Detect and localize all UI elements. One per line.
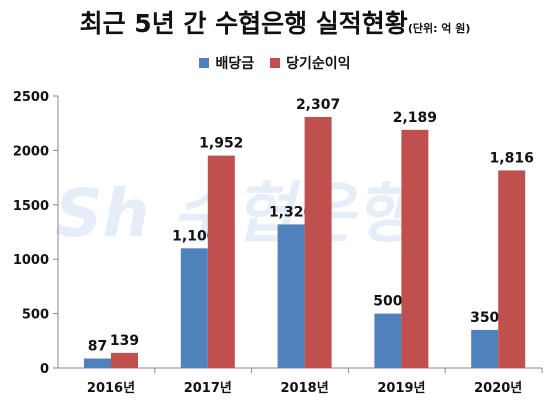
y-tick-label: 2500 <box>13 90 49 105</box>
chart-title-text: 최근 5년 간 수협은행 실적현황 <box>79 9 408 38</box>
legend-item-dividend: 배당금 <box>199 53 254 73</box>
data-label-net-income: 2,189 <box>393 110 437 126</box>
data-label-dividend: 350 <box>470 310 499 326</box>
x-tick-label: 2017년 <box>184 381 232 396</box>
bar-net-income <box>401 129 429 368</box>
data-label-net-income: 139 <box>110 333 139 349</box>
legend-label-dividend: 배당금 <box>215 56 255 72</box>
y-tick-label: 1000 <box>13 253 49 268</box>
watermark-logo: Sh 수협은행 <box>55 175 416 252</box>
y-tick-label: 0 <box>40 362 49 377</box>
bar-net-income <box>304 116 332 368</box>
bar-dividend <box>84 358 111 368</box>
data-label-net-income: 1,816 <box>490 150 534 166</box>
legend-swatch-dividend <box>199 58 210 68</box>
chart-title: 최근 5년 간 수협은행 실적현황(단위: 억 원) <box>0 4 550 40</box>
unit-note: (단위: 억 원) <box>407 22 471 35</box>
bar-dividend <box>180 248 208 368</box>
legend-label-net-income: 당기순이익 <box>286 56 351 72</box>
x-tick-label: 2018년 <box>281 381 329 396</box>
x-tick-label: 2019년 <box>377 381 425 396</box>
y-tick-label: 1500 <box>13 199 49 214</box>
data-label-net-income: 1,952 <box>199 136 243 152</box>
legend: 배당금 당기순이익 <box>0 53 550 73</box>
data-label-dividend: 1,320 <box>269 204 314 220</box>
data-label-dividend: 500 <box>373 294 402 310</box>
bar-net-income <box>207 155 235 368</box>
bar-net-income <box>498 170 526 368</box>
x-tick-label: 2016년 <box>87 381 135 396</box>
legend-item-net-income: 당기순이익 <box>270 53 351 73</box>
legend-swatch-net-income <box>270 58 281 68</box>
data-label-dividend: 87 <box>88 339 107 355</box>
bar-dividend <box>277 224 305 368</box>
bar-net-income <box>111 352 138 368</box>
y-tick-label: 2000 <box>13 144 49 159</box>
x-tick-label: 2020년 <box>474 381 522 396</box>
y-tick-label: 500 <box>22 308 49 323</box>
bar-dividend <box>471 329 499 368</box>
data-label-dividend: 1,100 <box>172 228 217 244</box>
data-label-net-income: 2,307 <box>296 97 340 113</box>
bar-dividend <box>374 313 402 368</box>
